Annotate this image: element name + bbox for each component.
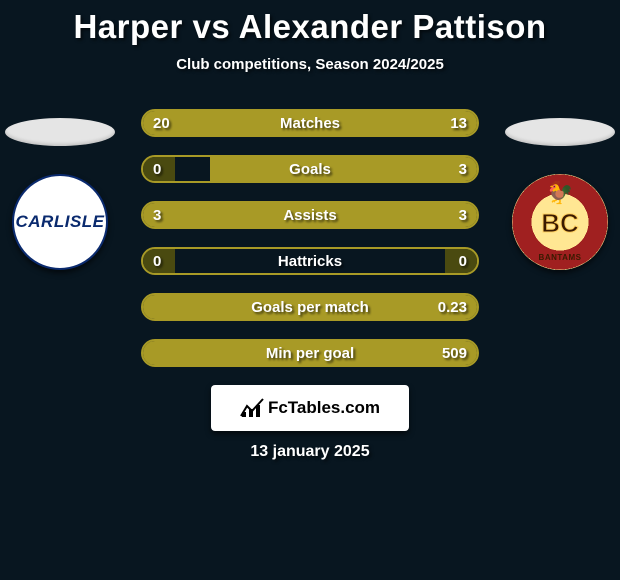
stat-fill-left: [143, 111, 347, 135]
stat-fill-left: [143, 203, 310, 227]
stats-list: 2013Matches 03Goals 33Assists 00Hattricks 0.…: [0, 109, 620, 367]
stat-row: 0.23Goals per match: [141, 293, 479, 321]
branding-badge[interactable]: FcTables.com: [211, 385, 409, 431]
stat-row: 2013Matches: [141, 109, 479, 137]
comparison-card: Harper vs Alexander Pattison Club compet…: [0, 0, 620, 461]
stat-fill-right: [210, 157, 477, 181]
stat-fill-right: [310, 203, 477, 227]
stat-empty-left: [143, 249, 175, 273]
stat-fill-right: [143, 341, 477, 365]
date-text: 13 january 2025: [0, 443, 620, 461]
stat-fill-right: [347, 111, 477, 135]
subtitle: Club competitions, Season 2024/2025: [0, 56, 620, 73]
stat-row: 00Hattricks: [141, 247, 479, 275]
stat-fill-right: [143, 295, 477, 319]
stat-row: 33Assists: [141, 201, 479, 229]
page-title: Harper vs Alexander Pattison: [0, 8, 620, 46]
branding-text: FcTables.com: [268, 398, 380, 418]
stat-empty-left: [143, 157, 175, 181]
stat-label: Hattricks: [143, 253, 477, 270]
stat-row: 03Goals: [141, 155, 479, 183]
stat-row: 509Min per goal: [141, 339, 479, 367]
chart-icon: [240, 398, 264, 418]
stat-empty-right: [445, 249, 477, 273]
